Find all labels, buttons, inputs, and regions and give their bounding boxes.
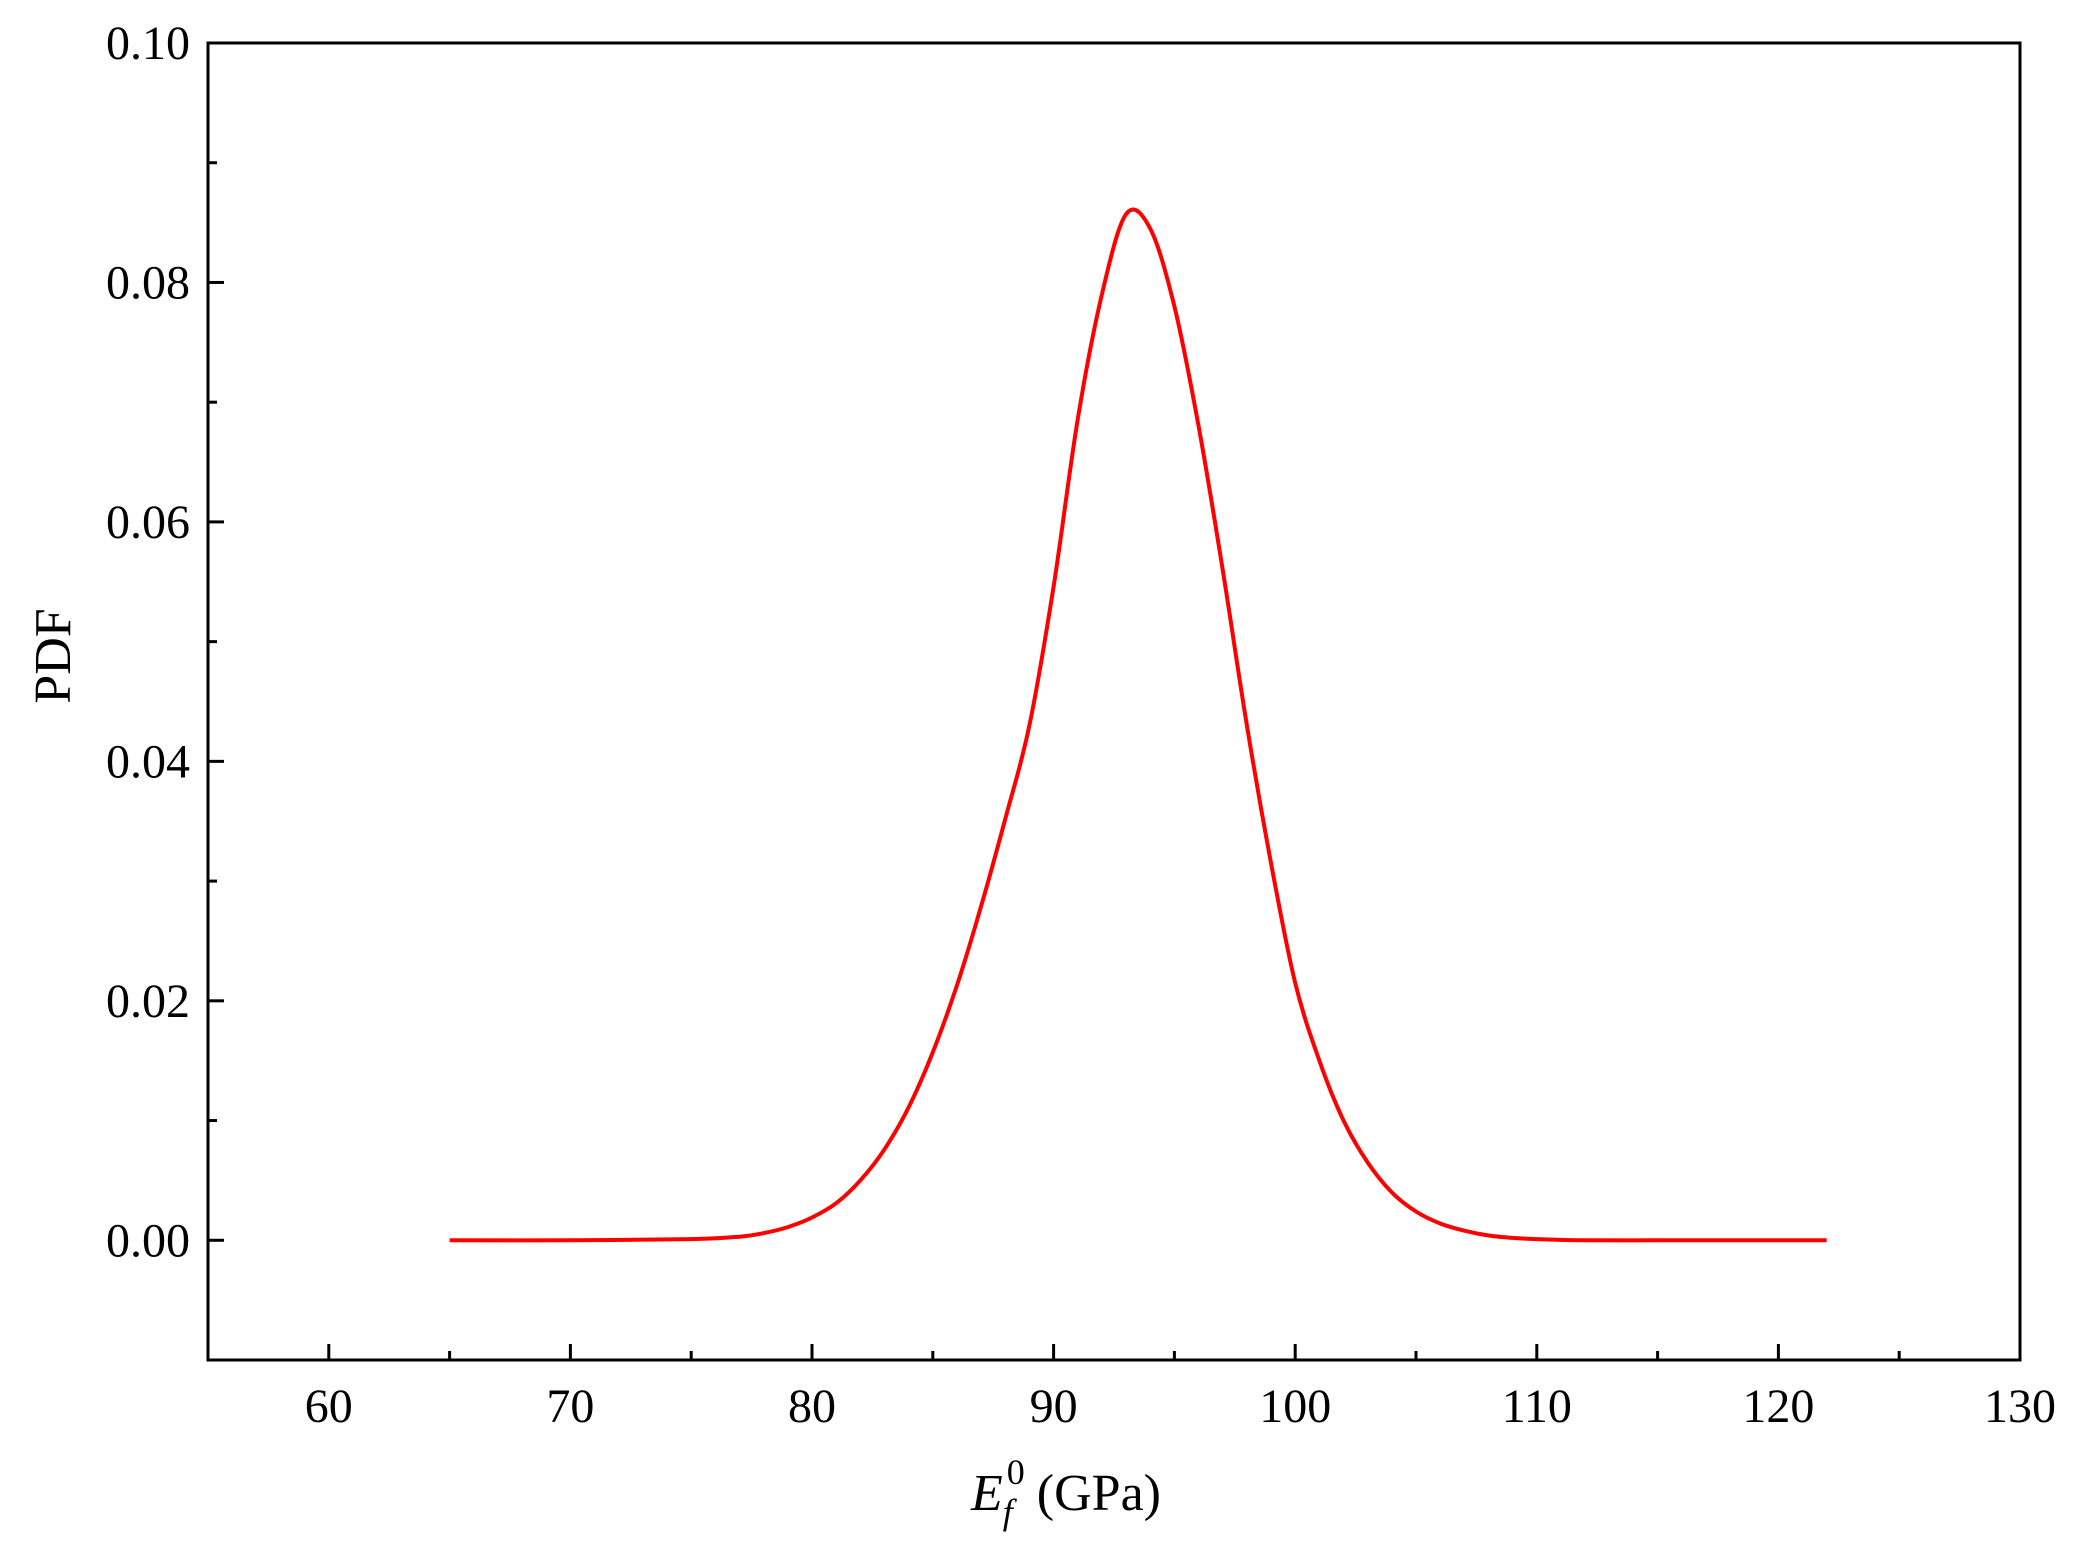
x-axis-title: Ef0 (GPa) bbox=[970, 1452, 1161, 1532]
x-axis-unit: (GPa) bbox=[1037, 1465, 1161, 1522]
x-tick-label: 100 bbox=[1259, 1380, 1331, 1433]
x-tick-label: 60 bbox=[305, 1380, 353, 1433]
x-axis-subscript: f bbox=[1003, 1492, 1018, 1532]
x-axis-symbol: E bbox=[970, 1465, 1003, 1522]
y-tick-label: 0.04 bbox=[106, 735, 190, 788]
y-axis-title: PDF bbox=[25, 608, 82, 703]
x-tick-label: 130 bbox=[1984, 1380, 2056, 1433]
x-tick-label: 80 bbox=[788, 1380, 836, 1433]
x-tick-label: 70 bbox=[546, 1380, 594, 1433]
y-tick-label: 0.10 bbox=[106, 17, 190, 70]
pdf-series-line bbox=[449, 207, 1827, 1243]
y-tick-label: 0.00 bbox=[106, 1214, 190, 1267]
y-tick-label: 0.06 bbox=[106, 496, 190, 549]
x-tick-label: 120 bbox=[1742, 1380, 1814, 1433]
series-layer bbox=[449, 207, 1827, 1243]
x-tick-label: 110 bbox=[1502, 1380, 1572, 1433]
y-tick-label: 0.02 bbox=[106, 975, 190, 1028]
y-tick-label: 0.08 bbox=[106, 256, 190, 309]
x-axis-superscript: 0 bbox=[1007, 1452, 1025, 1492]
x-tick-label: 90 bbox=[1030, 1380, 1078, 1433]
tick-labels: 60 70 80 90 100 110 120 130 0.00 0.02 0.04 0.06 0.08… bbox=[106, 17, 2056, 1433]
plot-frame bbox=[206, 41, 2022, 1362]
